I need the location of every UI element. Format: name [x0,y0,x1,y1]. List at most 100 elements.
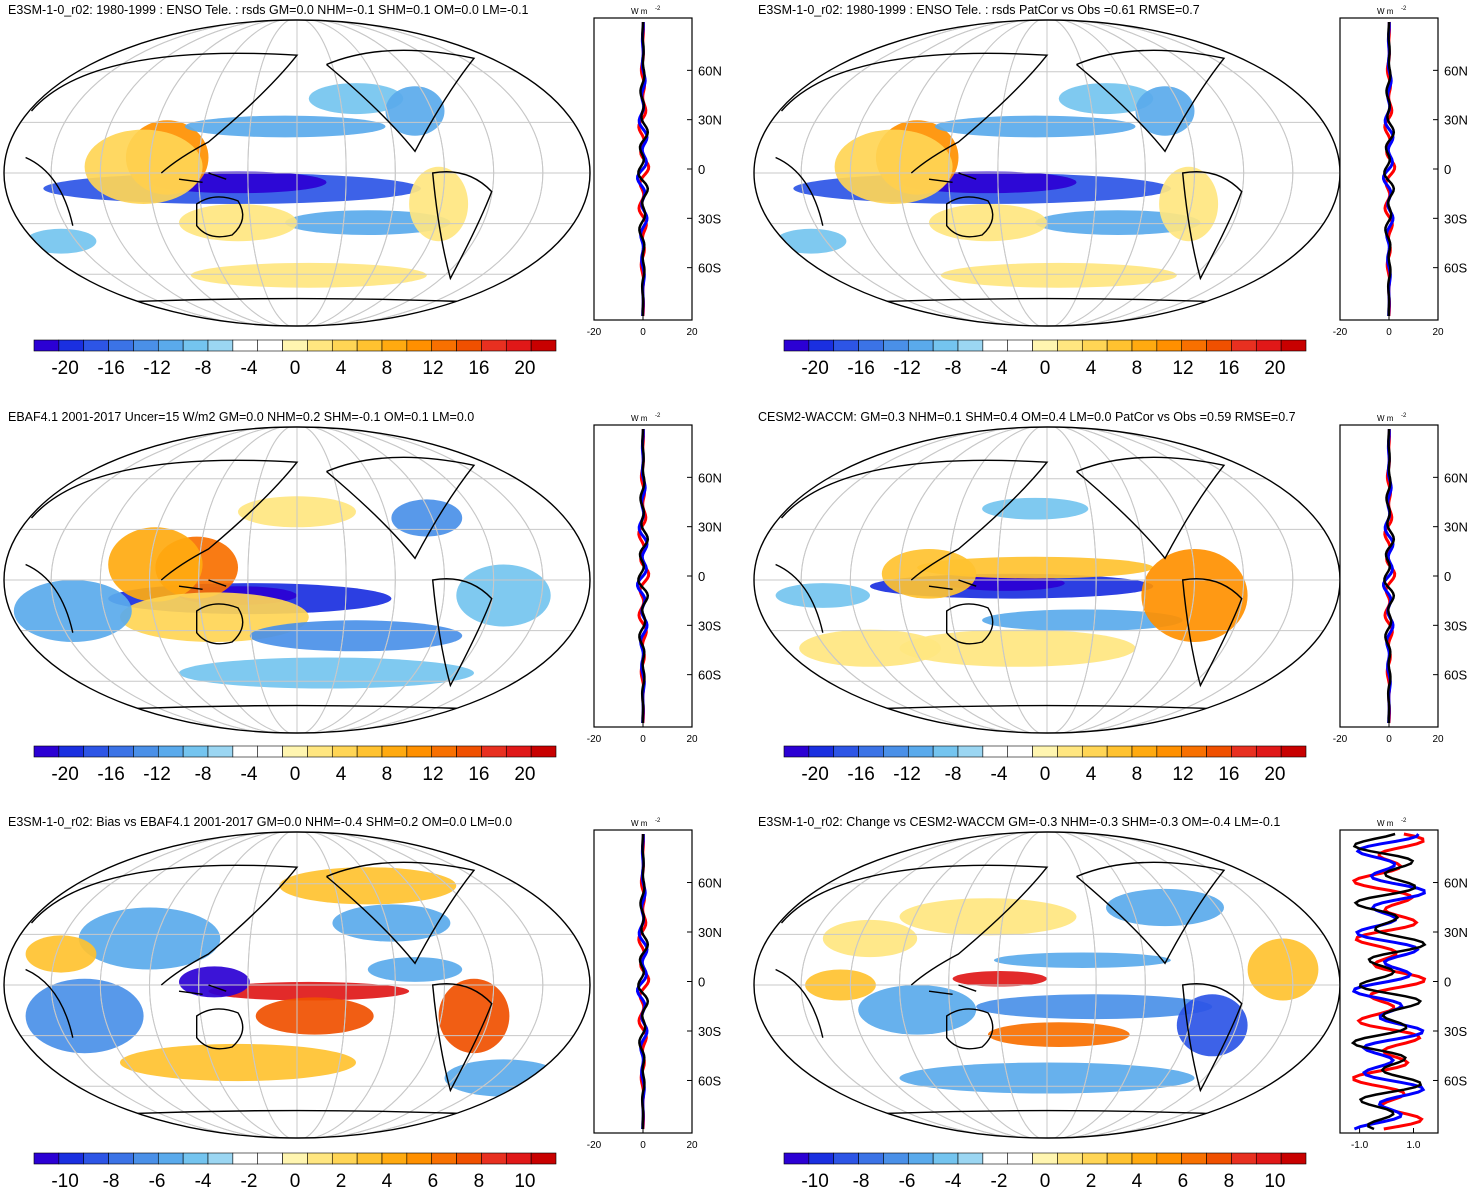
lat-label: 30S [1444,618,1467,633]
anomaly-blob [13,580,132,642]
colorbar-box [481,339,507,352]
unit-exponent: -2 [1401,413,1407,419]
anomaly-blob [899,898,1077,936]
anomaly-blob [940,262,1177,288]
anomaly-blob [982,609,1183,632]
colorbar-box [907,745,934,758]
lat-label: 60N [698,876,722,891]
coastline [1076,49,1226,153]
colorbar-box [1007,1152,1033,1165]
zonal-mean-plot-5: 60N 30N 0 30S 60S -20 0 20 W m -2 [587,818,722,1151]
colorbar-tick-label: 12 [1172,358,1193,379]
lat-label: 30S [1444,211,1467,226]
lat-label: 0 [698,162,705,177]
zonal-curve [1351,833,1426,1131]
anomaly-blob [982,497,1089,520]
panel-title: E3SM-1-0_r02: 1980-1999 : ENSO Tele. : r… [8,3,529,17]
colorbar-box [1156,1152,1183,1165]
anomaly-blob [952,971,1047,987]
colorbar-box [58,745,85,758]
colorbar-tick-label: -2 [241,1171,258,1187]
map-body [4,427,590,733]
zonal-mean-plot-2: 60N 30N 0 30S 60S -20 0 20 W m -2 [1333,6,1468,338]
colorbar-tick-label: 16 [1218,764,1239,785]
colorbar-box [1081,339,1108,352]
meridian-line [198,427,396,733]
x-tick-label: -20 [587,734,602,745]
colorbar-box [982,1152,1009,1165]
meridian-line [247,20,347,326]
colorbar-box [833,745,859,758]
coastline [196,1008,244,1050]
x-tick-label: 0 [640,734,646,745]
colorbar-box [83,1152,109,1165]
panel-title: E3SM-1-0_r02: Bias vs EBAF4.1 2001-2017 … [8,815,512,829]
colorbar-tick-label: -8 [103,1171,120,1187]
colorbar-box [530,745,557,758]
meridian-line [948,20,1146,326]
graticule [4,832,590,1138]
colorbar-box [257,745,283,758]
colorbar-box [1131,745,1158,758]
coastline [946,603,994,645]
anomaly-blob [108,527,203,602]
colorbar-box [331,1152,358,1165]
colorbar-tick-label: -20 [801,764,828,785]
colorbar-box [932,745,959,758]
colorbar-box [431,1152,457,1165]
colorbar-box [530,1152,557,1165]
colorbar-box [1181,745,1207,758]
colorbar-box [406,1152,433,1165]
colorbar-box [381,1152,408,1165]
anomaly-blob [899,629,1136,667]
colorbar-2: -20 -16 -12 -8 -4 0 4 8 12 16 20 [783,339,1307,379]
graticule [754,20,1340,326]
panel-title: CESM2-WACCM: GM=0.3 NHM=0.1 SHM=0.4 OM=0… [758,410,1296,424]
colorbar-box [783,745,810,758]
anomaly-blob [929,204,1047,242]
colorbar-box [1106,745,1133,758]
colorbar-tick-label: 20 [514,764,535,785]
meridian-line [899,427,1195,733]
coastline [25,563,74,633]
colorbar-tick-label: -4 [991,358,1008,379]
lat-label: 60N [1444,876,1468,891]
colorbar-box [282,339,308,352]
meridian-line [99,832,495,1138]
colorbar-box [108,339,134,352]
map-anomaly-field [25,867,563,1097]
colorbar-tick-label: 2 [1086,1171,1097,1187]
colorbar-box [182,339,209,352]
anomaly-blob [179,657,474,689]
graticule [754,832,1340,1138]
colorbar-tick-label: -8 [945,764,962,785]
coastline [326,861,476,965]
colorbar-tick-label: 4 [1086,764,1097,785]
unit-label: W m [1377,819,1394,828]
lat-label: 60S [698,1073,721,1088]
anomaly-blob [391,499,463,537]
map-panel-2 [753,19,1341,327]
coastline [25,156,74,226]
colorbar-tick-label: -10 [801,1171,828,1187]
anomaly-blob [993,952,1171,968]
colorbar-tick-label: -4 [945,1171,962,1187]
colorbar-box [1181,339,1207,352]
colorbar-tick-label: -16 [97,358,124,379]
colorbar-box [307,339,333,352]
anomaly-blob [279,867,457,905]
meridian-line [899,832,1195,1138]
colorbar-tick-label: 16 [1218,358,1239,379]
unit-exponent: -2 [655,413,661,419]
anomaly-blob [976,994,1213,1020]
colorbar-box [406,745,433,758]
meridian-line [198,20,396,326]
meridian-line [948,832,1146,1138]
meridian-line [198,832,396,1138]
colorbar-box [1131,1152,1158,1165]
colorbar-box [1156,339,1183,352]
colorbar-box [1181,1152,1207,1165]
colorbar-box [58,339,85,352]
colorbar-tick-label: -8 [195,358,212,379]
colorbar-box [858,339,884,352]
